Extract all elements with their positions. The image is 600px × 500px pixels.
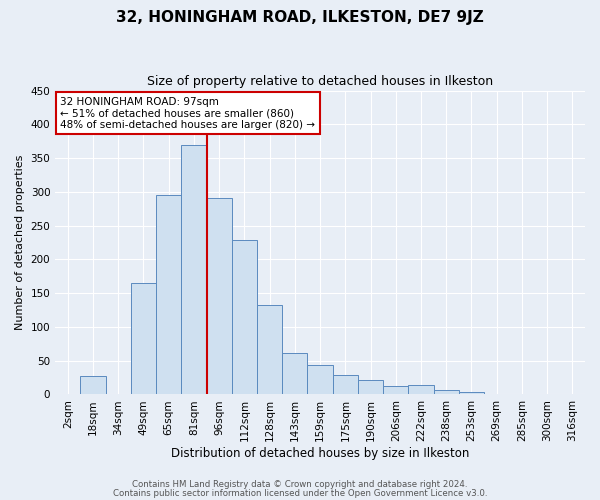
Title: Size of property relative to detached houses in Ilkeston: Size of property relative to detached ho… — [147, 75, 493, 88]
Text: 32, HONINGHAM ROAD, ILKESTON, DE7 9JZ: 32, HONINGHAM ROAD, ILKESTON, DE7 9JZ — [116, 10, 484, 25]
Bar — [307, 364, 332, 394]
X-axis label: Distribution of detached houses by size in Ilkeston: Distribution of detached houses by size … — [171, 447, 469, 460]
Bar — [181, 144, 206, 394]
Bar — [434, 390, 459, 394]
Bar — [383, 386, 409, 394]
Bar — [459, 392, 484, 394]
Text: Contains HM Land Registry data © Crown copyright and database right 2024.: Contains HM Land Registry data © Crown c… — [132, 480, 468, 489]
Bar — [358, 380, 383, 394]
Bar — [206, 198, 232, 394]
Bar — [80, 376, 106, 394]
Bar — [409, 385, 434, 394]
Bar — [257, 304, 282, 394]
Bar — [282, 352, 307, 395]
Bar — [131, 283, 156, 395]
Text: 32 HONINGHAM ROAD: 97sqm
← 51% of detached houses are smaller (860)
48% of semi-: 32 HONINGHAM ROAD: 97sqm ← 51% of detach… — [61, 96, 316, 130]
Bar — [232, 240, 257, 394]
Text: Contains public sector information licensed under the Open Government Licence v3: Contains public sector information licen… — [113, 488, 487, 498]
Y-axis label: Number of detached properties: Number of detached properties — [15, 155, 25, 330]
Bar — [156, 194, 181, 394]
Bar — [332, 375, 358, 394]
